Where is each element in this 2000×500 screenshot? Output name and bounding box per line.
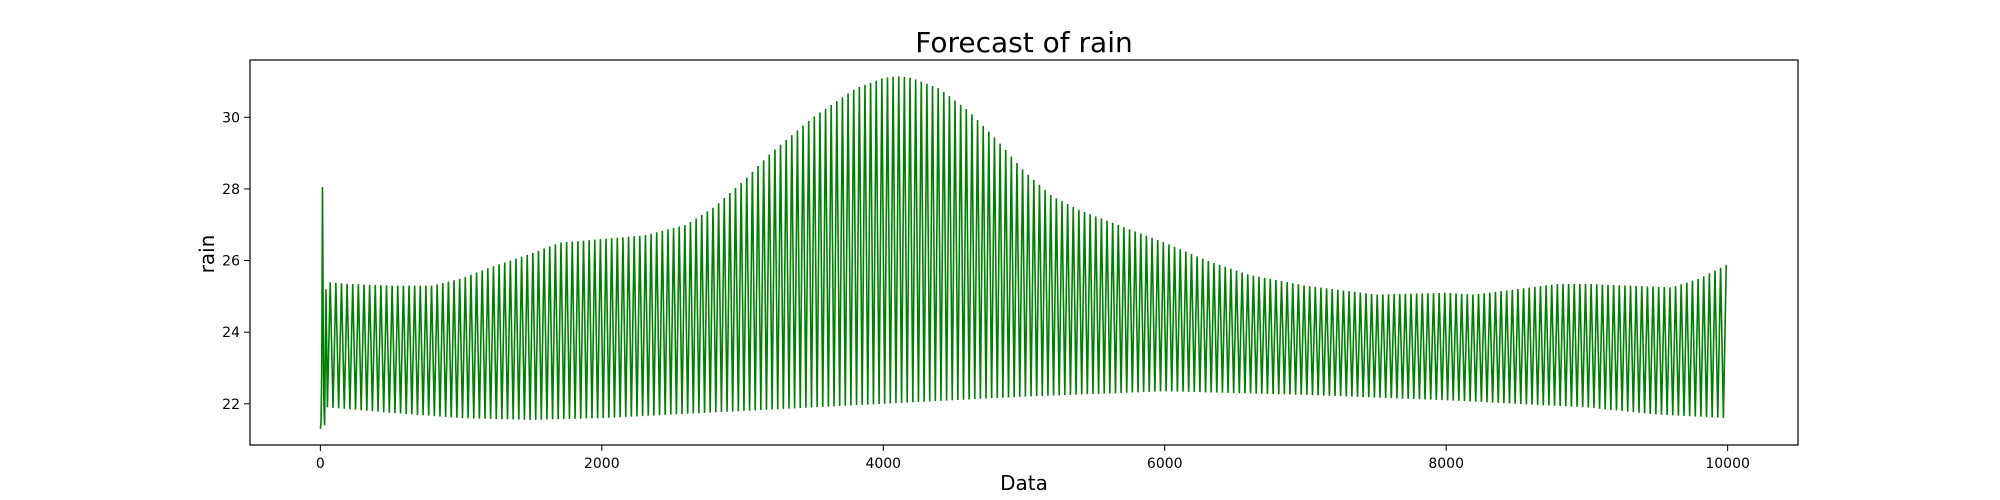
plot-area xyxy=(319,76,1728,429)
x-tick-label: 8000 xyxy=(1428,456,1464,472)
x-tick-label: 0 xyxy=(316,456,325,472)
y-tick-label: 22 xyxy=(222,397,240,413)
plot-frame xyxy=(249,59,1799,446)
y-tick-label: 28 xyxy=(222,182,240,198)
y-axis: 22 24 26 28 30 xyxy=(222,110,250,413)
y-tick-label: 26 xyxy=(222,254,240,270)
y-tick-label: 24 xyxy=(222,325,240,341)
x-tick-label: 6000 xyxy=(1147,456,1183,472)
series-line xyxy=(319,76,1728,429)
y-axis-label: rain xyxy=(195,235,219,274)
x-tick-label: 10000 xyxy=(1705,456,1750,472)
x-tick-label: 2000 xyxy=(584,456,620,472)
x-axis: 0 2000 4000 6000 8000 10000 xyxy=(316,445,1750,472)
chart-title: Forecast of rain xyxy=(915,26,1132,59)
x-tick-label: 4000 xyxy=(865,456,901,472)
x-axis-label: Data xyxy=(1000,471,1048,495)
y-tick-label: 30 xyxy=(222,110,240,126)
